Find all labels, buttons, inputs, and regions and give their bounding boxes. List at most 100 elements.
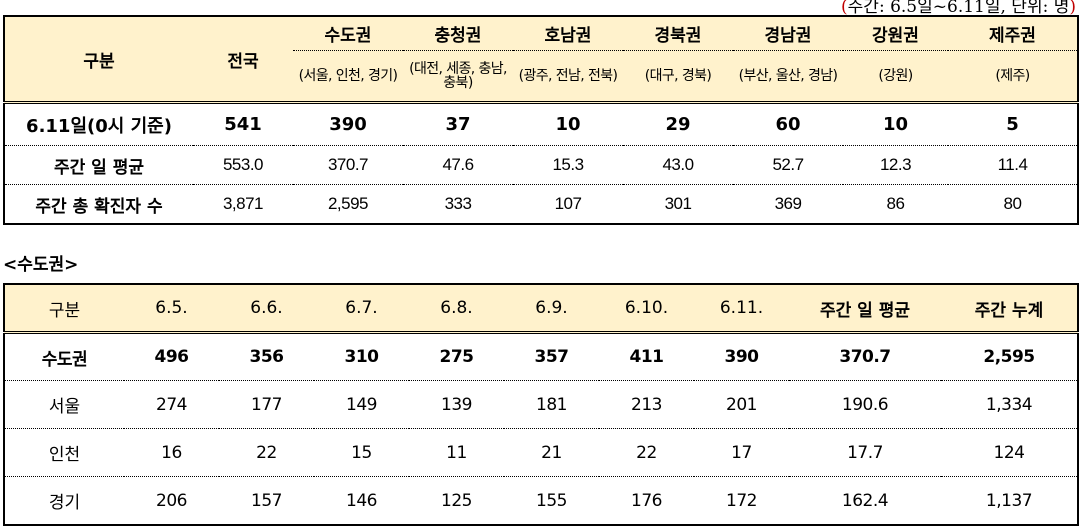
cell: 2,595 bbox=[941, 331, 1078, 381]
table-row: 주간 일 평균 553.0 370.7 47.6 15.3 43.0 52.7 … bbox=[4, 145, 1078, 185]
cell: 11 bbox=[409, 428, 504, 477]
column-header: 6.7. bbox=[314, 284, 409, 333]
unit-note-close: ) bbox=[1069, 0, 1076, 17]
cell: 390 bbox=[293, 101, 403, 146]
table-row: 인천 16 22 15 11 21 22 17 17.7 124 bbox=[4, 428, 1078, 477]
cell: 2,595 bbox=[293, 184, 403, 224]
table1-header-row: 구분 전국 수도권 충청권 호남권 경북권 경남권 강원권 제주권 bbox=[4, 16, 1078, 103]
row-label: 주간 일 평균 bbox=[4, 145, 193, 185]
cell: 390 bbox=[694, 331, 789, 381]
cell: 43.0 bbox=[623, 145, 733, 185]
column-header: 주간 일 평균 bbox=[789, 284, 941, 333]
cell: 275 bbox=[409, 331, 504, 381]
cell: 172 bbox=[694, 476, 789, 525]
cell: 22 bbox=[219, 428, 314, 477]
regional-summary-table: 구분 전국 수도권 충청권 호남권 경북권 경남권 강원권 제주권 (서울, 인… bbox=[3, 15, 1079, 225]
cell: 10 bbox=[513, 101, 623, 146]
column-header: 구분 bbox=[4, 284, 124, 333]
section-title: <수도권> bbox=[3, 255, 79, 275]
row-label: 인천 bbox=[4, 428, 124, 477]
cell: 310 bbox=[314, 331, 409, 381]
cell: 125 bbox=[409, 476, 504, 525]
column-header: 6.5. bbox=[124, 284, 219, 333]
cell: 411 bbox=[599, 331, 694, 381]
cell: 17.7 bbox=[789, 428, 941, 477]
column-header: 6.8. bbox=[409, 284, 504, 333]
cell: 11.4 bbox=[948, 145, 1078, 185]
cell: 201 bbox=[694, 380, 789, 429]
region-name: 경남권 bbox=[733, 16, 843, 51]
cell: 139 bbox=[409, 380, 504, 429]
cell: 86 bbox=[843, 184, 948, 224]
cell: 369 bbox=[733, 184, 843, 224]
row-label: 수도권 bbox=[4, 331, 124, 381]
cell: 177 bbox=[219, 380, 314, 429]
cell: 146 bbox=[314, 476, 409, 525]
cell: 3,871 bbox=[193, 184, 293, 224]
region-sub: (강원) bbox=[843, 50, 948, 103]
cell: 60 bbox=[733, 101, 843, 146]
column-header: 주간 누계 bbox=[941, 284, 1078, 333]
table1-header-label: 구분 bbox=[4, 16, 193, 103]
capital-region-daily-table: 구분 6.5. 6.6. 6.7. 6.8. 6.9. 6.10. 6.11. … bbox=[3, 283, 1079, 526]
cell: 206 bbox=[124, 476, 219, 525]
table-row: 경기 206 157 146 125 155 176 172 162.4 1,1… bbox=[4, 476, 1078, 525]
region-sub: (부산, 울산, 경남) bbox=[733, 50, 843, 103]
region-name: 충청권 bbox=[403, 16, 513, 51]
cell: 5 bbox=[948, 101, 1078, 146]
column-header: 6.9. bbox=[504, 284, 599, 333]
cell: 274 bbox=[124, 380, 219, 429]
cell: 21 bbox=[504, 428, 599, 477]
cell: 37 bbox=[403, 101, 513, 146]
unit-note-text: 주간: 6.5일~6.11일, 단위: 명 bbox=[847, 0, 1070, 17]
region-name: 강원권 bbox=[843, 16, 948, 51]
cell: 213 bbox=[599, 380, 694, 429]
unit-note-open: ( bbox=[841, 0, 848, 17]
table-row: 서울 274 177 149 139 181 213 201 190.6 1,3… bbox=[4, 380, 1078, 429]
cell: 356 bbox=[219, 331, 314, 381]
cell: 10 bbox=[843, 101, 948, 146]
table-row: 수도권 496 356 310 275 357 411 390 370.7 2,… bbox=[4, 331, 1078, 381]
cell: 22 bbox=[599, 428, 694, 477]
table-row: 주간 총 확진자 수 3,871 2,595 333 107 301 369 8… bbox=[4, 184, 1078, 224]
column-header: 6.6. bbox=[219, 284, 314, 333]
row-label: 경기 bbox=[4, 476, 124, 525]
region-sub: (대전, 세종, 충남, 충북) bbox=[403, 50, 513, 103]
cell: 124 bbox=[941, 428, 1078, 477]
cell: 16 bbox=[124, 428, 219, 477]
cell: 15.3 bbox=[513, 145, 623, 185]
cell: 157 bbox=[219, 476, 314, 525]
column-header: 6.11. bbox=[694, 284, 789, 333]
cell: 541 bbox=[193, 101, 293, 146]
cell: 357 bbox=[504, 331, 599, 381]
region-name: 경북권 bbox=[623, 16, 733, 51]
cell: 553.0 bbox=[193, 145, 293, 185]
region-name: 제주권 bbox=[948, 16, 1078, 51]
cell: 162.4 bbox=[789, 476, 941, 525]
cell: 107 bbox=[513, 184, 623, 224]
region-name: 호남권 bbox=[513, 16, 623, 51]
table1-header-national: 전국 bbox=[193, 16, 293, 103]
cell: 1,137 bbox=[941, 476, 1078, 525]
cell: 15 bbox=[314, 428, 409, 477]
cell: 12.3 bbox=[843, 145, 948, 185]
region-sub: (대구, 경북) bbox=[623, 50, 733, 103]
table2-header-row: 구분 6.5. 6.6. 6.7. 6.8. 6.9. 6.10. 6.11. … bbox=[4, 284, 1078, 333]
region-name: 수도권 bbox=[293, 16, 403, 51]
cell: 301 bbox=[623, 184, 733, 224]
cell: 1,334 bbox=[941, 380, 1078, 429]
region-sub: (제주) bbox=[948, 50, 1078, 103]
cell: 181 bbox=[504, 380, 599, 429]
cell: 496 bbox=[124, 331, 219, 381]
cell: 370.7 bbox=[293, 145, 403, 185]
cell: 47.6 bbox=[403, 145, 513, 185]
cell: 176 bbox=[599, 476, 694, 525]
cell: 80 bbox=[948, 184, 1078, 224]
cell: 370.7 bbox=[789, 331, 941, 381]
column-header: 6.10. bbox=[599, 284, 694, 333]
row-label: 주간 총 확진자 수 bbox=[4, 184, 193, 224]
cell: 52.7 bbox=[733, 145, 843, 185]
region-sub: (서울, 인천, 경기) bbox=[293, 50, 403, 103]
unit-note: (주간: 6.5일~6.11일, 단위: 명) bbox=[841, 0, 1076, 17]
cell: 190.6 bbox=[789, 380, 941, 429]
